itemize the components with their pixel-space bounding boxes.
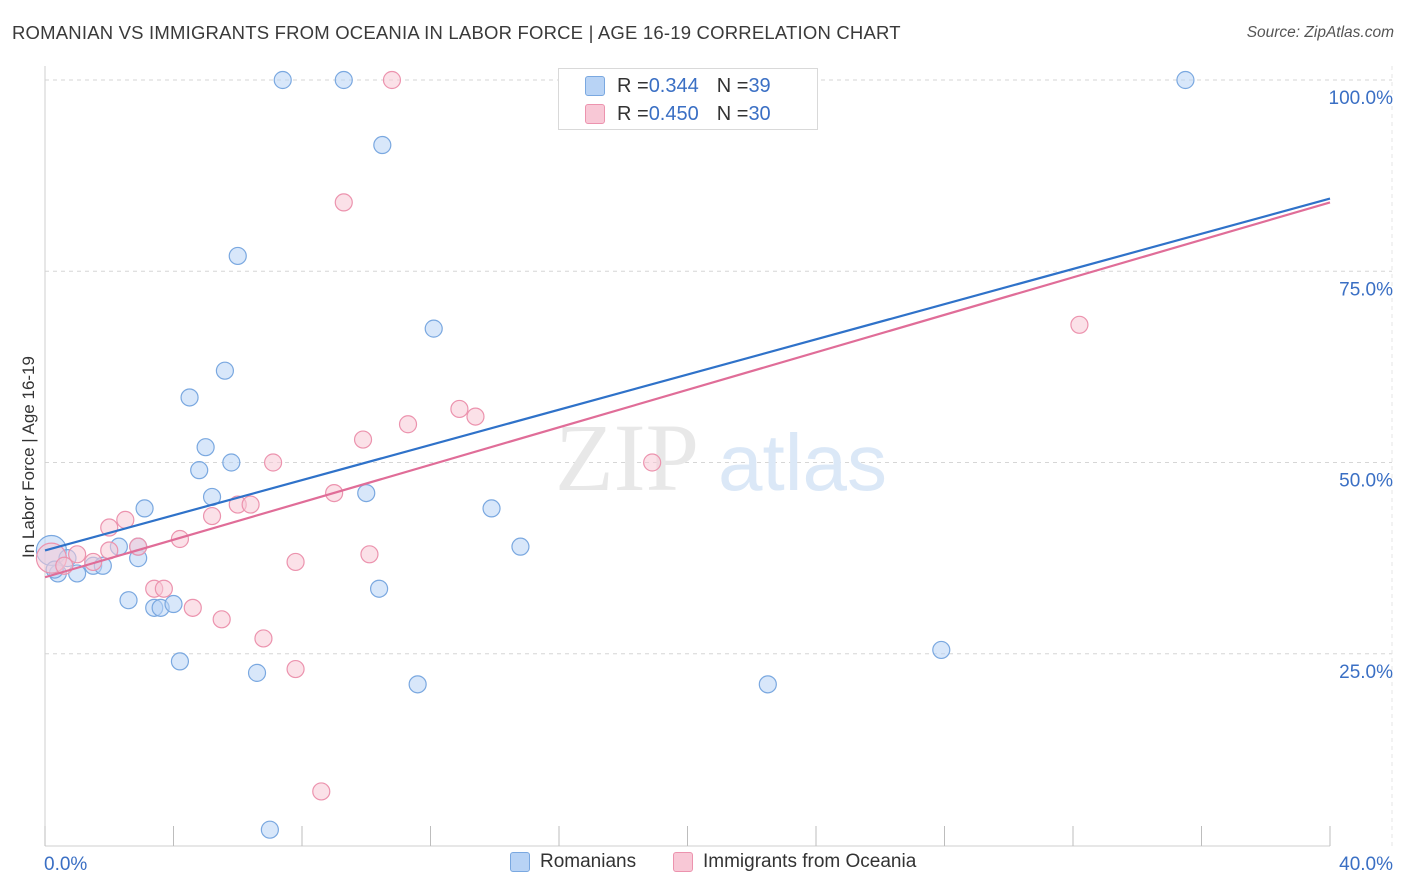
romanians-point bbox=[373, 135, 392, 155]
oceania-swatch bbox=[673, 852, 693, 872]
chart-title: ROMANIAN VS IMMIGRANTS FROM OCEANIA IN L… bbox=[12, 22, 901, 43]
romanians-point bbox=[135, 499, 154, 518]
romanians-point bbox=[357, 484, 376, 503]
oceania-point bbox=[312, 782, 331, 801]
romanians-point bbox=[196, 438, 215, 457]
romanians-point bbox=[228, 246, 247, 266]
trend-layer bbox=[44, 197, 1331, 579]
x-tick-label: 0.0% bbox=[44, 854, 87, 875]
romanians-point bbox=[370, 579, 389, 598]
y-tick-label: 75.0% bbox=[1339, 279, 1393, 300]
oceania-point bbox=[466, 407, 485, 426]
oceania-point bbox=[202, 506, 222, 526]
oceania-point bbox=[241, 495, 260, 514]
watermark-zip: ZIP bbox=[555, 404, 699, 511]
oceania-point bbox=[382, 70, 402, 90]
legend-item-romanians[interactable]: Romanians bbox=[510, 851, 636, 873]
r-label: R = bbox=[617, 74, 649, 97]
n-value: 30 bbox=[748, 102, 771, 125]
oceania-point bbox=[183, 598, 202, 617]
stats-legend: R = 0.344 N = 39 R = 0.450 N = 30 bbox=[558, 68, 818, 130]
oceania-point bbox=[68, 545, 87, 564]
romanians-point bbox=[334, 70, 353, 90]
watermark-atlas: atlas bbox=[718, 418, 887, 507]
y-axis-label: In Labor Force | Age 16-19 bbox=[19, 356, 38, 558]
stats-row-romanians: R = 0.344 N = 39 bbox=[585, 72, 771, 100]
romanians-point bbox=[424, 319, 443, 338]
stats-row-oceania: R = 0.450 N = 30 bbox=[585, 100, 771, 128]
y-tick-label: 50.0% bbox=[1339, 471, 1393, 492]
romanians-point bbox=[170, 652, 190, 671]
series-legend: Romanians Immigrants from Oceania bbox=[0, 851, 1406, 877]
oceania-point bbox=[286, 552, 305, 572]
romanians-point bbox=[482, 499, 501, 518]
oceania-point bbox=[263, 453, 283, 472]
romanians-point bbox=[1176, 70, 1195, 90]
oceania-point bbox=[450, 399, 469, 419]
legend-item-oceania[interactable]: Immigrants from Oceania bbox=[673, 851, 916, 873]
romanians-point bbox=[180, 388, 199, 407]
romanians-point bbox=[408, 675, 427, 694]
source-label: Source: ZipAtlas.com bbox=[1246, 24, 1394, 41]
n-value: 39 bbox=[748, 74, 771, 97]
romanians-point bbox=[119, 591, 138, 610]
y-tick-label: 100.0% bbox=[1329, 88, 1394, 109]
romanians-point bbox=[260, 820, 279, 839]
n-label: N = bbox=[716, 102, 749, 125]
r-value: 0.450 bbox=[648, 102, 699, 125]
romanians-point bbox=[932, 640, 951, 660]
axis-layer bbox=[44, 66, 1393, 847]
oceania-point bbox=[286, 659, 305, 679]
oceania-point bbox=[353, 430, 373, 449]
watermark: ZIP atlas bbox=[555, 404, 887, 511]
romanians-swatch bbox=[510, 852, 530, 872]
y-tick-label: 25.0% bbox=[1339, 662, 1393, 683]
oceania-point bbox=[360, 545, 379, 564]
romanians-point bbox=[758, 675, 777, 694]
romanians-swatch bbox=[585, 76, 605, 96]
romanians-point bbox=[273, 70, 292, 90]
romanians-point bbox=[247, 663, 267, 682]
oceania-point bbox=[84, 552, 103, 572]
r-label: R = bbox=[617, 102, 649, 125]
oceania-point bbox=[334, 193, 353, 212]
legend-label: Immigrants from Oceania bbox=[703, 851, 917, 872]
oceania-point bbox=[1070, 315, 1089, 334]
oceania-point bbox=[212, 610, 231, 629]
romanians-trendline bbox=[44, 197, 1331, 552]
x-tick-label: 40.0% bbox=[1339, 854, 1393, 875]
romanians-point bbox=[164, 594, 183, 614]
romanians-point bbox=[190, 461, 209, 480]
n-label: N = bbox=[716, 74, 749, 97]
oceania-trendline bbox=[44, 201, 1331, 579]
romanians-point bbox=[215, 361, 234, 380]
oceania-point bbox=[398, 415, 418, 434]
oceania-point bbox=[643, 453, 662, 472]
romanians-point bbox=[222, 453, 241, 472]
r-value: 0.344 bbox=[648, 74, 699, 97]
oceania-swatch bbox=[585, 104, 605, 124]
romanians-point bbox=[511, 537, 530, 556]
oceania-point bbox=[154, 579, 173, 598]
oceania-point bbox=[254, 629, 273, 648]
legend-label: Romanians bbox=[540, 851, 637, 872]
tick-labels: 25.0% 50.0% 75.0% 100.0% 0.0% 40.0% bbox=[44, 88, 1393, 875]
